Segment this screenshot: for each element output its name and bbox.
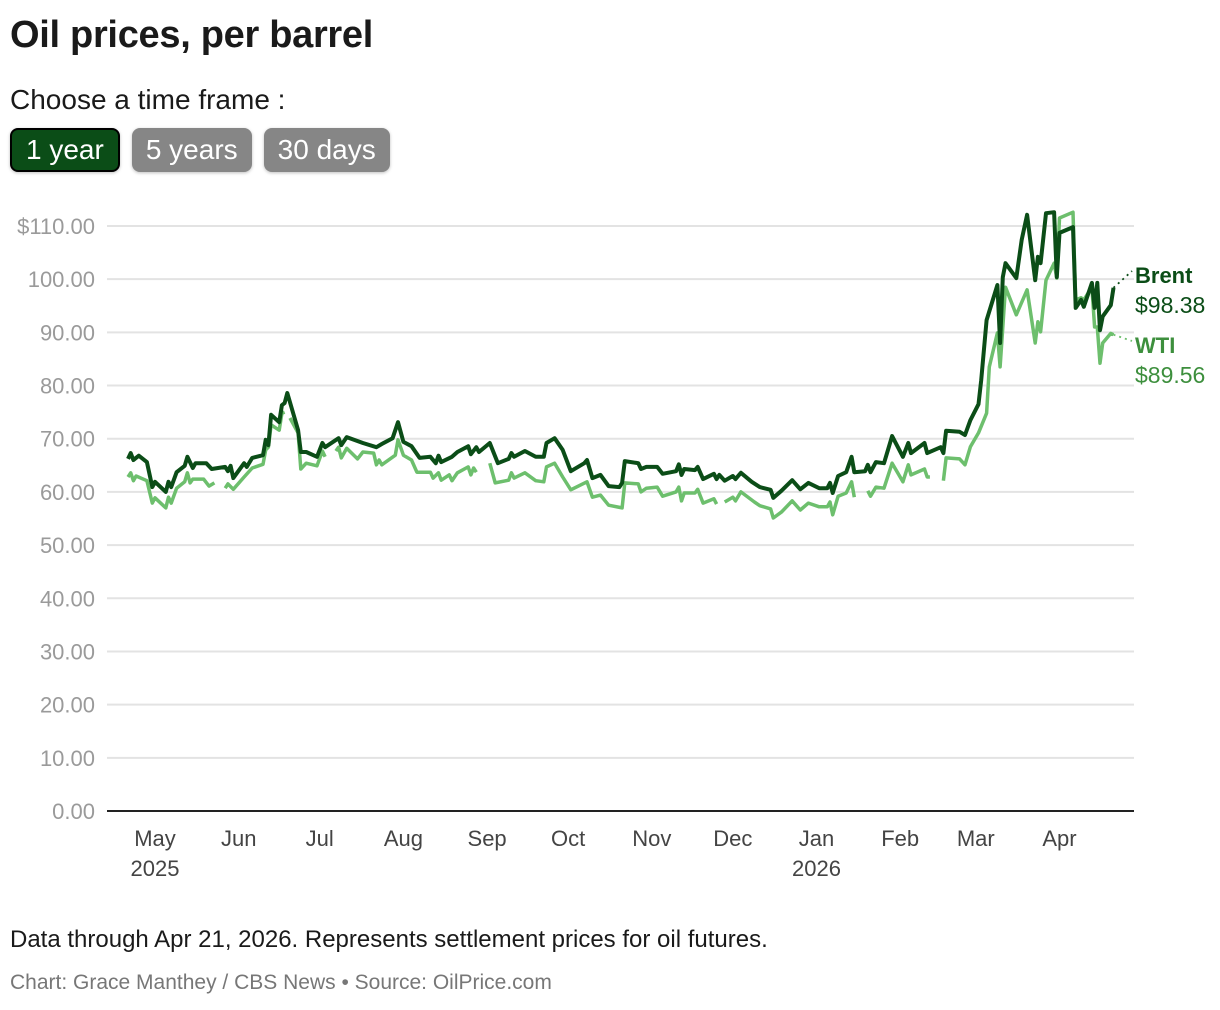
x-tick-label: Jan <box>799 826 834 851</box>
x-tick-label: Nov <box>632 826 671 851</box>
source-credit: Chart: Grace Manthey / CBS News • Source… <box>10 971 552 994</box>
oil-price-chart: $110.00 100.00 90.00 80.00 70.00 60.00 50.00 40… <box>17 210 1205 881</box>
y-tick-label: 100.00 <box>28 267 95 292</box>
label-connector <box>1112 270 1133 289</box>
series-name-label: Brent <box>1135 263 1193 288</box>
y-tick-label: 30.00 <box>40 639 95 664</box>
x-tick-label: Apr <box>1042 826 1076 851</box>
x-tick-label: Dec <box>713 826 752 851</box>
y-tick-label: 90.00 <box>40 320 95 345</box>
x-tick-label: Oct <box>551 826 585 851</box>
y-tick-label: 70.00 <box>40 427 95 452</box>
x-tick-year: 2025 <box>131 856 180 881</box>
x-tick-label: Aug <box>384 826 423 851</box>
timeframe-label: Choose a time frame : <box>10 84 286 115</box>
timeframe-1-year-button[interactable]: 1 year <box>10 128 120 172</box>
page-title: Oil prices, per barrel <box>10 14 374 56</box>
y-tick-label: $110.00 <box>17 214 95 239</box>
timeframe-buttons: 1 year 5 years 30 days <box>10 128 390 172</box>
x-tick-label: Mar <box>957 826 995 851</box>
series-name-label: WTI <box>1135 333 1175 358</box>
timeframe-5-years-button[interactable]: 5 years <box>131 128 252 172</box>
series-line-brent <box>126 210 1116 500</box>
series-line-wti <box>126 210 1115 520</box>
y-tick-label: 20.00 <box>40 693 95 718</box>
y-tick-label: 0.00 <box>52 799 95 824</box>
series-last-value: $89.56 <box>1135 362 1205 388</box>
y-tick-label: 10.00 <box>40 746 95 771</box>
y-tick-label: 40.00 <box>40 586 95 611</box>
x-tick-year: 2026 <box>792 856 841 881</box>
series-last-value: $98.38 <box>1135 292 1205 318</box>
y-tick-label: 80.00 <box>40 374 95 399</box>
x-tick-label: Feb <box>881 826 919 851</box>
timeframe-30-days-button[interactable]: 30 days <box>263 128 390 172</box>
label-connector <box>1113 333 1133 342</box>
y-tick-label: 50.00 <box>40 533 95 558</box>
x-tick-label: Jul <box>306 826 334 851</box>
data-note: Data through Apr 21, 2026. Represents se… <box>10 926 768 953</box>
y-tick-label: 60.00 <box>40 480 95 505</box>
x-tick-label: Sep <box>468 826 507 851</box>
x-tick-label: Jun <box>221 826 256 851</box>
x-tick-label: May <box>134 826 176 851</box>
